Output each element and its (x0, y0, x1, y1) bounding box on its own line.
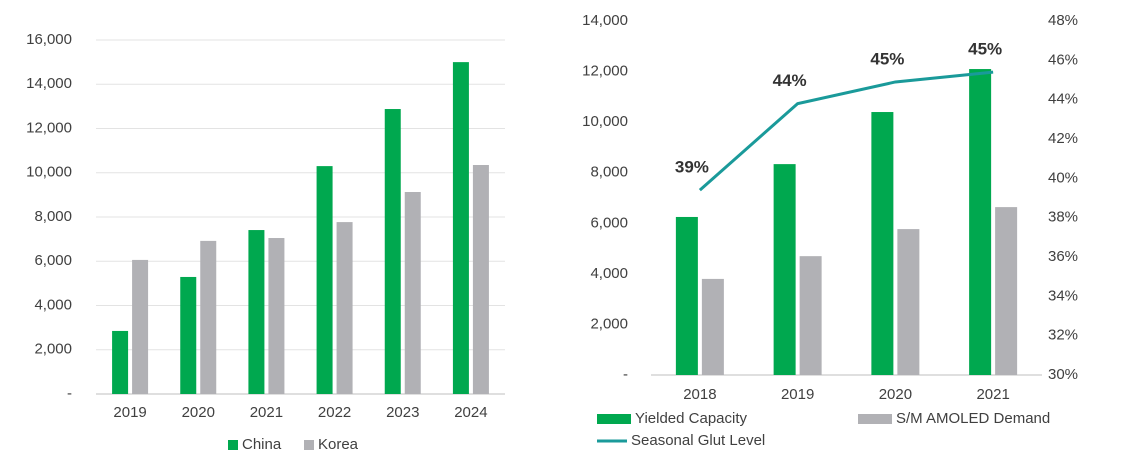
y2-tick-label: 48% (1048, 12, 1078, 29)
y-tick-label: 4,000 (34, 296, 72, 313)
bar (268, 238, 285, 394)
y2-tick-label: 36% (1048, 248, 1078, 265)
y2-tick-label: 32% (1048, 327, 1078, 344)
bar (452, 62, 469, 394)
y-tick-label: - (67, 385, 72, 402)
bar (675, 216, 698, 375)
y-tick-label: 2,000 (590, 315, 628, 332)
bar (384, 109, 401, 394)
bar (132, 259, 149, 394)
y-tick-label: - (623, 366, 628, 383)
legend-swatch (228, 440, 238, 450)
y-tick-label: 8,000 (34, 208, 72, 225)
y-tick-label: 2,000 (34, 341, 72, 358)
y-tick-label: 6,000 (590, 214, 628, 231)
bar (871, 112, 894, 376)
bar (248, 230, 265, 394)
legend-label: China (242, 436, 282, 453)
y-tick-label: 16,000 (26, 31, 72, 48)
x-tick-label: 2023 (386, 404, 419, 421)
bar (336, 222, 353, 394)
y-tick-label: 10,000 (582, 113, 628, 130)
legend-swatch (597, 414, 631, 424)
x-tick-label: 2021 (976, 386, 1009, 403)
line (698, 70, 994, 192)
data-label: 45% (968, 40, 1002, 59)
legend-label: Yielded Capacity (635, 410, 748, 427)
y-tick-label: 6,000 (34, 252, 72, 269)
bar (969, 69, 992, 376)
legend-label: Seasonal Glut Level (631, 432, 765, 449)
x-tick-label: 2020 (879, 386, 912, 403)
x-tick-label: 2022 (318, 404, 351, 421)
y-tick-label: 8,000 (590, 164, 628, 181)
legend-label: S/M AMOLED Demand (896, 410, 1050, 427)
data-label: 39% (675, 158, 709, 177)
y2-tick-label: 42% (1048, 130, 1078, 147)
bar (773, 164, 796, 375)
x-tick-label: 2020 (182, 404, 215, 421)
legend-swatch (858, 414, 892, 424)
legend-swatch (304, 440, 314, 450)
data-label: 44% (773, 71, 807, 90)
bar (995, 207, 1018, 375)
bar (112, 330, 129, 394)
bar (180, 276, 197, 394)
x-tick-label: 2024 (454, 404, 487, 421)
bar (200, 240, 217, 394)
x-tick-label: 2018 (683, 386, 716, 403)
y2-tick-label: 40% (1048, 169, 1078, 186)
bar (897, 229, 920, 375)
bar (701, 278, 724, 375)
y2-tick-label: 44% (1048, 91, 1078, 108)
x-tick-label: 2019 (113, 404, 146, 421)
y2-tick-label: 38% (1048, 209, 1078, 226)
y2-tick-label: 30% (1048, 366, 1078, 383)
bar (472, 165, 489, 394)
y-tick-label: 4,000 (590, 265, 628, 282)
y-tick-label: 14,000 (26, 75, 72, 92)
y-tick-label: 10,000 (26, 164, 72, 181)
y-tick-label: 12,000 (26, 119, 72, 136)
bar (316, 166, 333, 394)
y2-tick-label: 34% (1048, 287, 1078, 304)
y-tick-label: 12,000 (582, 63, 628, 80)
bar (404, 191, 421, 394)
x-tick-label: 2019 (781, 386, 814, 403)
bar (799, 256, 822, 375)
data-label: 45% (870, 49, 904, 68)
y-tick-label: 14,000 (582, 12, 628, 29)
legend-label: Korea (318, 436, 359, 453)
y2-tick-label: 46% (1048, 51, 1078, 68)
x-tick-label: 2021 (250, 404, 283, 421)
